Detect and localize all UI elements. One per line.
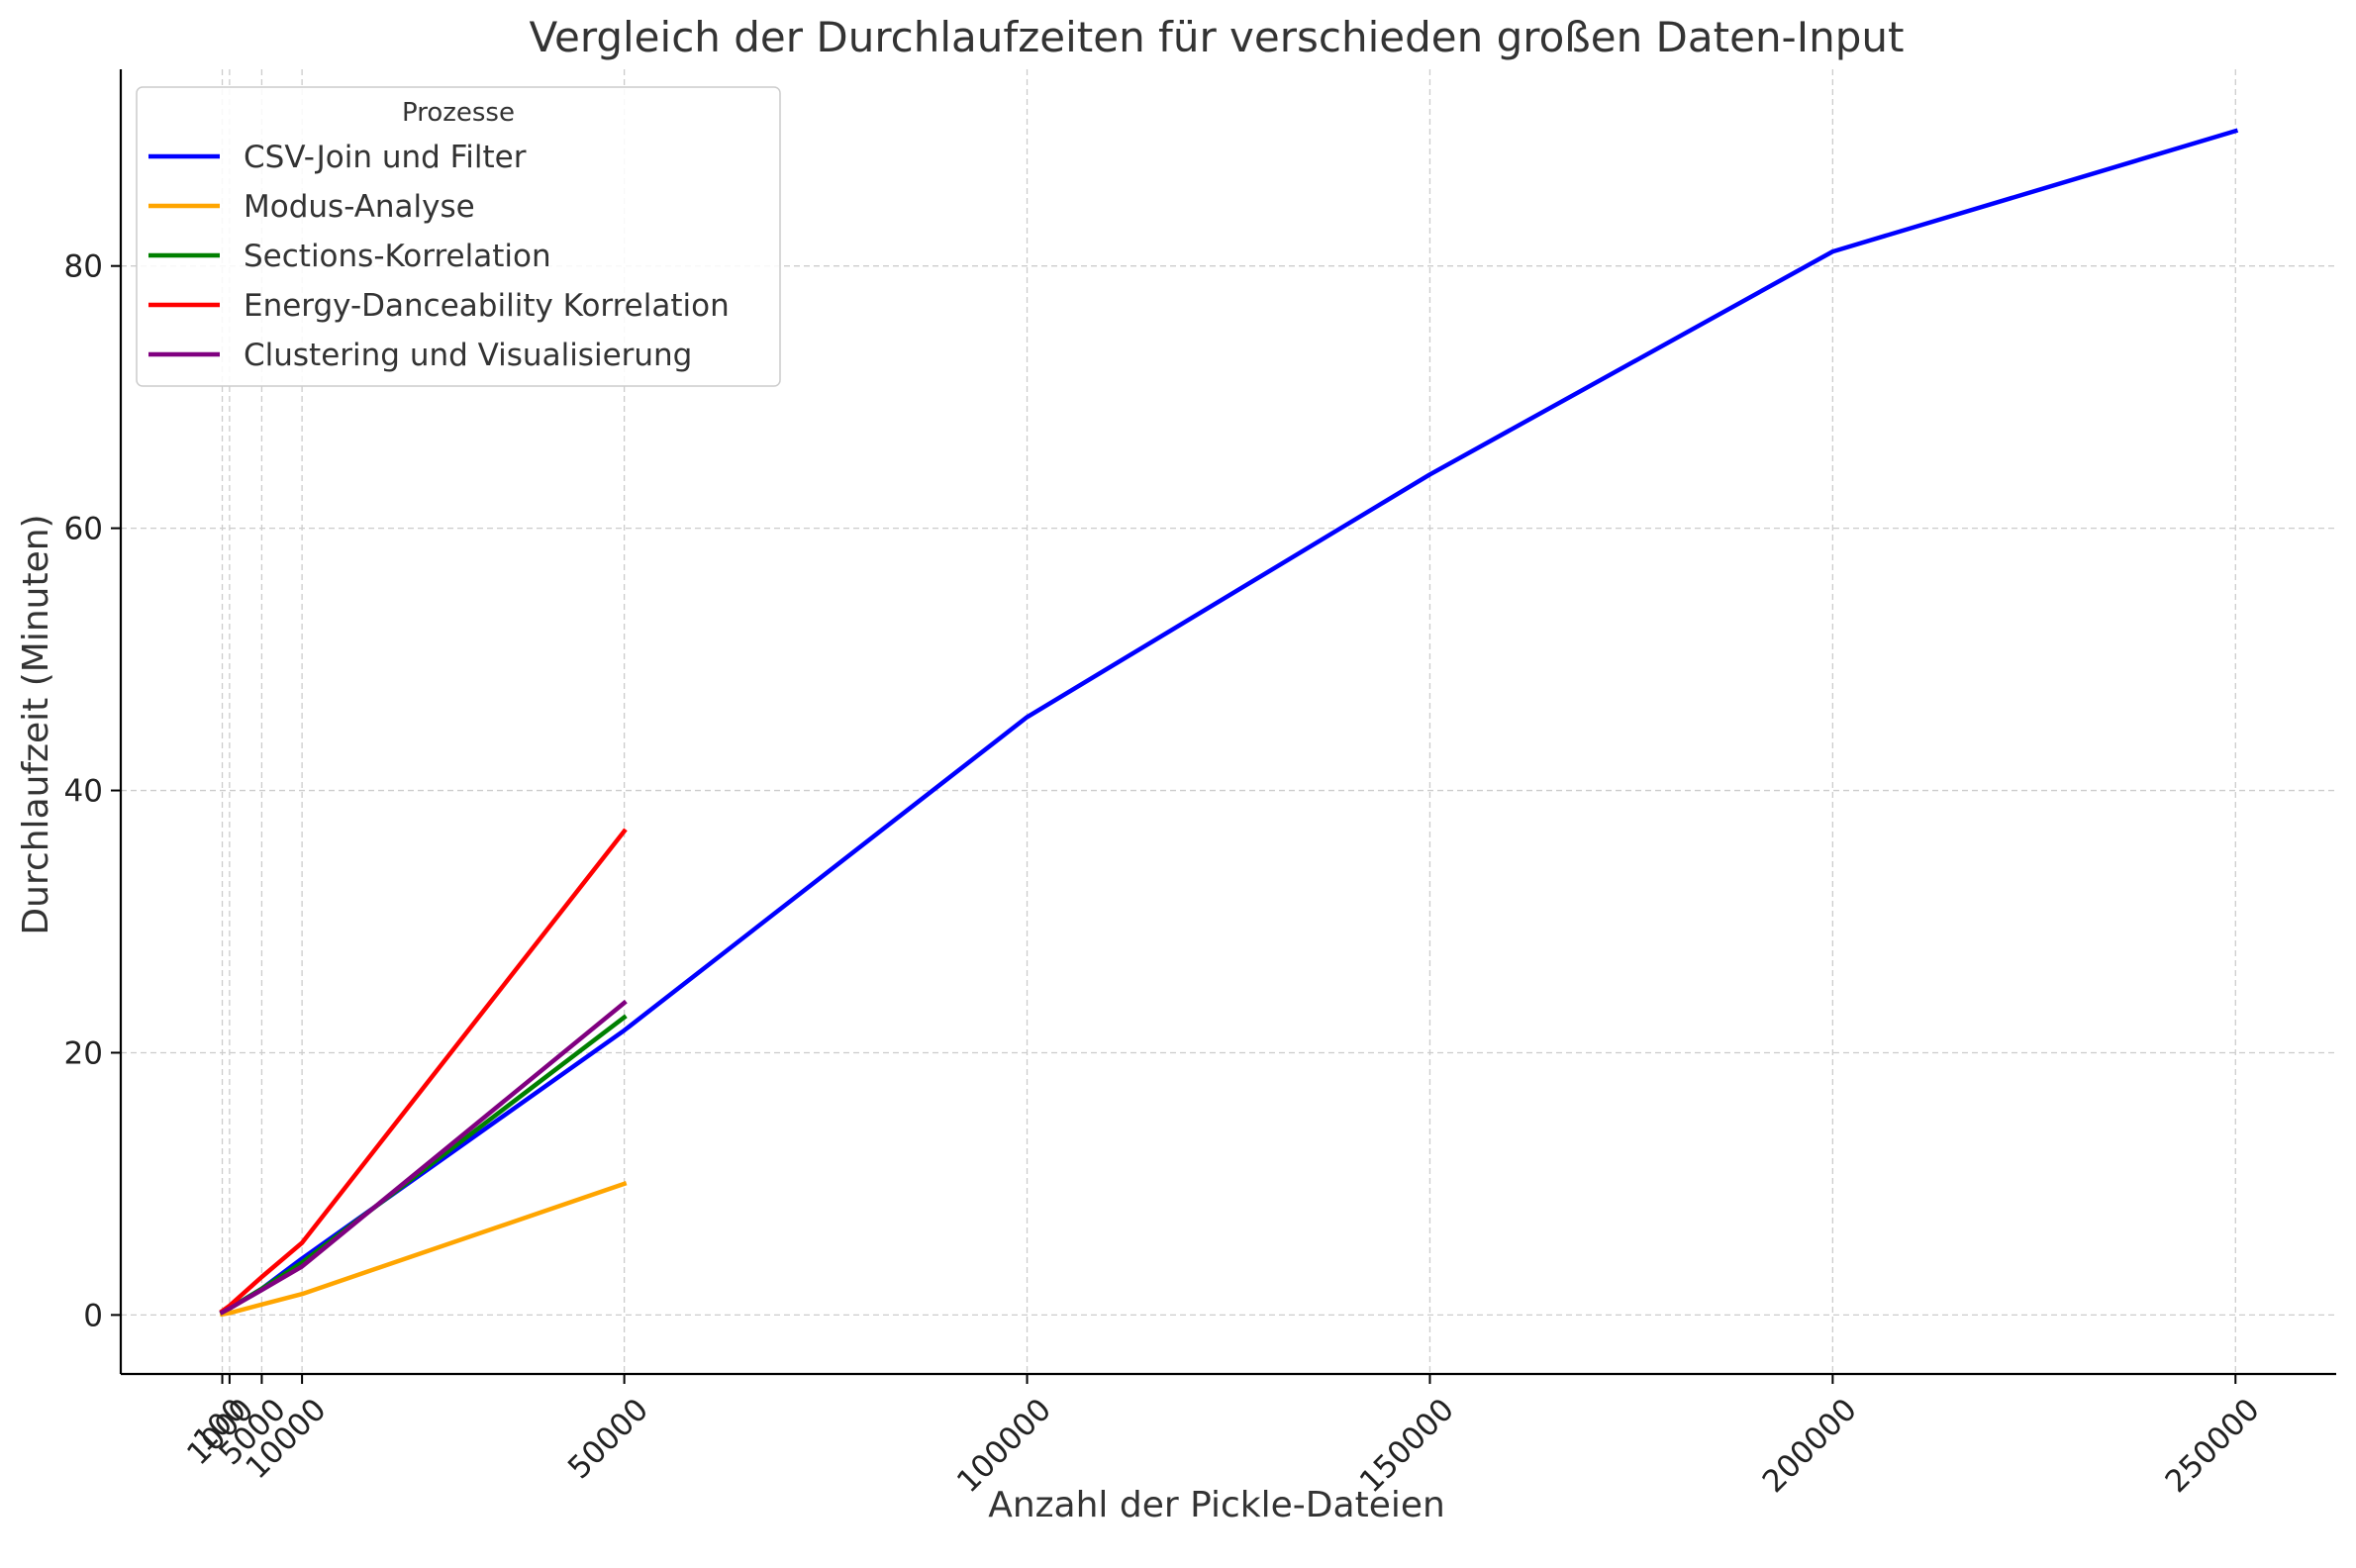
series-lines: [219, 128, 2239, 1318]
legend: Prozesse CSV-Join und Filter Modus-Analys…: [136, 86, 781, 387]
legend-label: CSV-Join und Filter: [244, 140, 527, 175]
series-line-clustering-und-visualisierung: [219, 999, 628, 1316]
chart-title: Vergleich der Durchlaufzeiten für versch…: [530, 13, 1905, 61]
y-tick-label: 20: [64, 1035, 103, 1071]
x-axis-title: Anzahl der Pickle-Dateien: [988, 1485, 1445, 1525]
legend-box: [136, 86, 781, 387]
legend-label: Energy-Danceability Korrelation: [244, 288, 730, 324]
y-axis-title: Durchlaufzeit (Minuten): [16, 514, 56, 934]
legend-title: Prozesse: [402, 98, 515, 128]
y-tick-label: 0: [83, 1298, 103, 1333]
legend-label: Sections-Korrelation: [244, 239, 551, 274]
y-tick-label: 80: [64, 249, 103, 285]
legend-label: Modus-Analyse: [244, 189, 475, 225]
legend-label: Clustering und Visualisierung: [244, 338, 692, 373]
axes: [111, 69, 2336, 1384]
series-line-modus-analyse: [219, 1181, 628, 1318]
y-tick-label: 40: [64, 774, 103, 810]
y-tick-label: 60: [64, 512, 103, 547]
